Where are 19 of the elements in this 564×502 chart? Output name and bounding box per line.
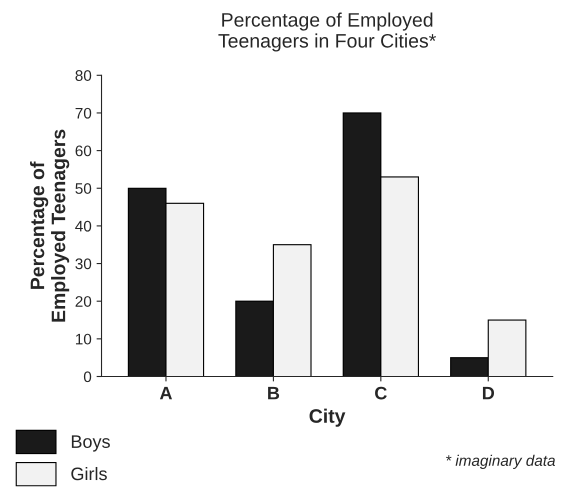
- y-tick-label: 30: [75, 258, 92, 270]
- y-tick-label: 50: [75, 183, 92, 194]
- legend-label: Girls: [71, 466, 107, 480]
- x-tick-label: D: [482, 386, 494, 400]
- y-tick-label: 40: [75, 220, 92, 232]
- y-tick-label: 20: [76, 296, 92, 307]
- legend-label: Boys: [72, 435, 110, 452]
- chart-title: Percentage of Employed Teenagers in Four Cities*: [218, 12, 436, 52]
- y-tick-label: 60: [76, 145, 92, 156]
- y-tick-label: 10: [76, 334, 92, 345]
- y-tick-label: 80: [75, 70, 92, 81]
- y-axis-title: Percentage of Employed Teenagers: [30, 130, 70, 322]
- x-tick-label: B: [268, 386, 280, 400]
- text: * imaginary data: [446, 454, 556, 469]
- x-axis-title: City: [310, 408, 346, 427]
- x-tick-label: A: [160, 386, 172, 400]
- y-tick-label: 70: [76, 108, 92, 119]
- x-tick-label: C: [375, 386, 387, 400]
- y-tick-label: 0: [84, 371, 92, 382]
